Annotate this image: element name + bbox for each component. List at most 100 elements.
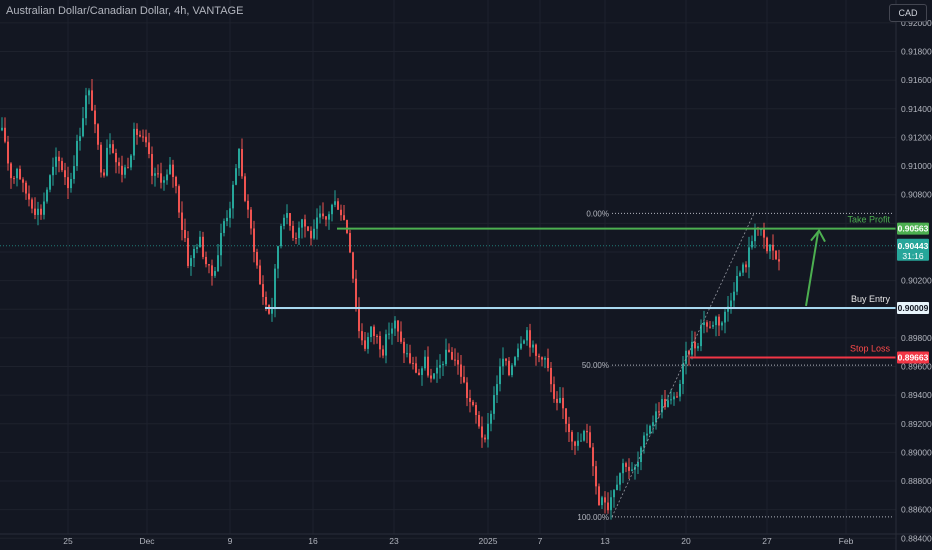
candle-body [391, 328, 393, 334]
candle-body [130, 155, 132, 168]
candle-body [625, 463, 627, 467]
candle-body [469, 398, 471, 402]
candle-body [52, 166, 54, 176]
time-axis-label: Dec [139, 536, 155, 546]
candle-body [340, 209, 342, 216]
currency-button[interactable]: CAD [889, 4, 927, 22]
candle-body [193, 248, 195, 259]
candle-body [778, 259, 780, 262]
candle-body [610, 497, 612, 511]
candle-body [136, 128, 138, 135]
candle-body [763, 229, 765, 238]
candle-body [658, 411, 660, 413]
candle-body [205, 256, 207, 265]
candle-body [415, 363, 417, 373]
time-axis-label: 25 [63, 536, 73, 546]
price-axis-tick: 0.89000 [901, 447, 932, 457]
candle-body [46, 189, 48, 202]
candle-body [259, 265, 261, 285]
last-price-tag: 0.90443 [898, 241, 929, 251]
candle-body [673, 396, 675, 400]
candle-body [583, 430, 585, 441]
candle-body [43, 201, 45, 215]
time-axis-label: 27 [762, 536, 772, 546]
price-axis-tick: 0.89200 [901, 419, 932, 429]
candle-body [727, 306, 729, 312]
time-axis-label: 2025 [479, 536, 498, 546]
candle-body [580, 440, 582, 442]
candle-body [16, 168, 18, 179]
time-axis-label: 20 [681, 536, 691, 546]
buy-entry-price-tag-bg [897, 301, 929, 314]
candle-body [589, 432, 591, 448]
candle-body [520, 343, 522, 349]
candle-body [250, 209, 252, 229]
candle-body [7, 141, 9, 164]
candle-body [400, 331, 402, 342]
candle-body [736, 275, 738, 292]
candle-body [457, 360, 459, 365]
price-axis-tick: 0.91600 [901, 75, 932, 85]
candle-body [382, 349, 384, 356]
candle-body [568, 423, 570, 433]
candle-body [328, 214, 330, 220]
candle-body [139, 134, 141, 137]
projection-arrowhead [810, 228, 826, 243]
candle-body [286, 213, 288, 218]
candle-body [19, 168, 21, 180]
candle-body [85, 95, 87, 119]
candle-body [154, 173, 156, 176]
candle-body [28, 193, 30, 200]
candle-body [427, 356, 429, 376]
candle-body [547, 357, 549, 368]
candle-body [73, 166, 75, 180]
candle-body [556, 398, 558, 403]
price-axis-tick: 0.91800 [901, 47, 932, 57]
candle-body [670, 399, 672, 401]
candle-body [577, 440, 579, 446]
candle-body [13, 178, 15, 180]
candle-body [754, 228, 756, 242]
candle-body [517, 348, 519, 358]
candle-body [538, 355, 540, 358]
candle-body [226, 217, 228, 222]
candle-body [715, 316, 717, 326]
candle-body [142, 136, 144, 138]
candle-body [190, 258, 192, 266]
candle-body [475, 405, 477, 416]
candle-body [436, 367, 438, 374]
candle-body [34, 208, 36, 215]
candle-body [31, 199, 33, 209]
candle-body [373, 326, 375, 336]
candle-body [454, 359, 456, 361]
stop-loss-label: Stop Loss [850, 343, 891, 353]
candle-body [118, 162, 120, 166]
candle-body [229, 208, 231, 218]
candle-body [295, 237, 297, 239]
price-axis-tick: 0.92000 [901, 18, 932, 28]
candle-body [151, 154, 153, 176]
candle-body [643, 435, 645, 448]
candle-body [490, 413, 492, 424]
candle-body [529, 330, 531, 348]
candle-body [409, 353, 411, 363]
candle-body [487, 423, 489, 440]
candle-body [322, 213, 324, 217]
take-profit-price-tag: 0.90563 [898, 224, 929, 234]
candle-body [496, 384, 498, 396]
candle-body [208, 264, 210, 266]
candle-body [574, 441, 576, 446]
candle-body [403, 341, 405, 354]
candle-body [661, 399, 663, 413]
candle-body [646, 433, 648, 436]
candle-body [169, 164, 171, 175]
candle-body [550, 367, 552, 385]
candle-body [271, 307, 273, 314]
take-profit-price-tag-bg [897, 222, 929, 235]
candle-body [196, 247, 198, 249]
candle-body [553, 384, 555, 399]
candle-body [697, 346, 699, 349]
candle-body [163, 180, 165, 183]
chart-title: Australian Dollar/Canadian Dollar, 4h, V… [6, 5, 244, 17]
